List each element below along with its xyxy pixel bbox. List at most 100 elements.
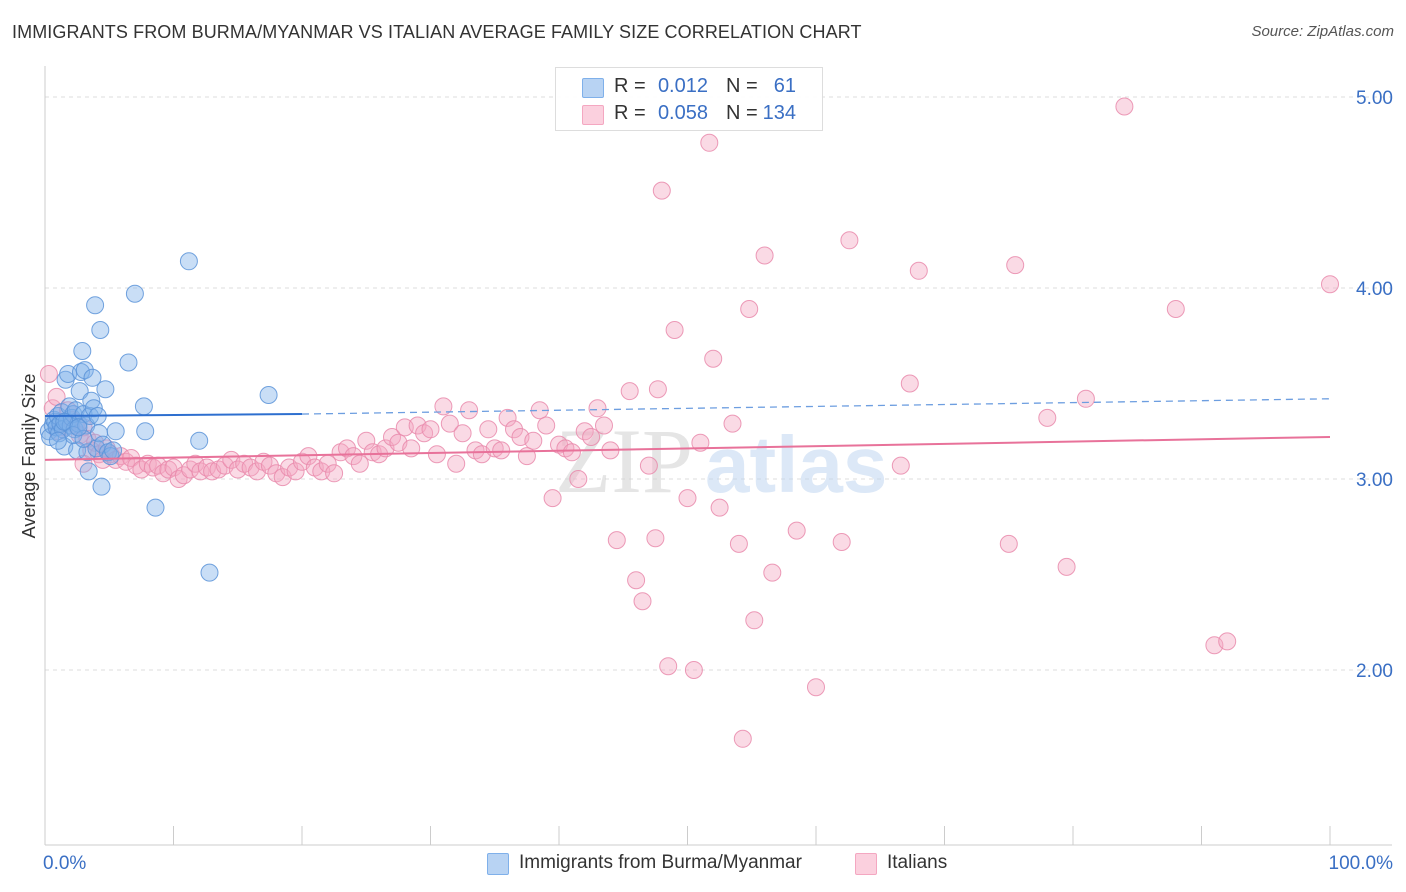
r-value: 0.058 (657, 102, 708, 124)
point-italians (627, 571, 646, 590)
point-italians (260, 456, 279, 475)
point-italians (338, 439, 356, 458)
point-burma (119, 353, 138, 372)
point-italians (633, 592, 652, 611)
point-burma (75, 361, 94, 380)
point-italians (427, 445, 446, 464)
legend-row-burma: R = 0.012 N = 61 (556, 75, 822, 101)
trend-line-burma-extension (301, 398, 1331, 415)
point-italians (665, 321, 684, 339)
point-burma (179, 252, 198, 271)
point-italians (1057, 557, 1076, 576)
point-burma (74, 429, 93, 448)
point-italians (807, 678, 825, 697)
point-italians (344, 447, 363, 466)
point-burma (200, 563, 219, 582)
point-burma (79, 462, 98, 481)
trend-lines (44, 398, 1331, 461)
point-italians (607, 531, 626, 550)
point-italians (723, 414, 742, 433)
point-italians (479, 420, 498, 439)
point-italians (447, 454, 466, 473)
point-italians (39, 365, 58, 383)
point-italians (684, 661, 703, 679)
legend-label-burma: Immigrants from Burma/Myanmar (519, 852, 802, 873)
legend-item-burma: Immigrants from Burma/Myanmar (487, 851, 847, 877)
point-italians (1006, 256, 1025, 275)
gridlines (45, 96, 1392, 671)
point-burma (104, 441, 123, 460)
point-italians (1218, 632, 1237, 651)
y-axis-label: Average Family Size (19, 374, 39, 539)
point-italians (745, 611, 764, 630)
n-value: 61 (773, 75, 796, 97)
legend-row-italians: R = 0.058 N = 134 (556, 102, 822, 128)
point-italians (1076, 389, 1095, 408)
point-italians (710, 498, 729, 517)
trend-line-burma (44, 413, 303, 417)
point-italians (537, 416, 556, 435)
point-italians (755, 246, 774, 265)
point-burma (48, 431, 67, 450)
legend-item-italians: Italians (855, 851, 975, 877)
chart-title: IMMIGRANTS FROM BURMA/MYANMAR VS ITALIAN… (12, 22, 862, 42)
point-italians (646, 529, 665, 548)
point-italians (562, 443, 581, 462)
y-tick-label: 3.00 (1356, 470, 1393, 491)
point-italians (357, 431, 376, 450)
point-burma (70, 382, 89, 401)
point-italians (704, 349, 723, 368)
legend-label-italians: Italians (887, 852, 948, 873)
point-burma (96, 380, 115, 399)
point-burma (259, 386, 278, 404)
point-italians (729, 534, 748, 553)
watermark-zip: ZIP (555, 410, 693, 512)
point-burma (136, 422, 155, 441)
y-tick-label: 5.00 (1356, 88, 1393, 109)
point-italians (787, 521, 806, 540)
x-tick-label-right: 100.0% (1329, 853, 1394, 874)
point-italians (524, 431, 543, 450)
point-italians (492, 441, 511, 460)
point-italians (733, 729, 752, 748)
point-burma (106, 422, 125, 441)
point-italians (691, 433, 710, 452)
point-burma (73, 342, 92, 360)
point-burma (91, 321, 110, 339)
axes (44, 66, 1392, 846)
point-burma (82, 391, 101, 410)
point-italians (421, 420, 440, 439)
point-italians (678, 489, 697, 508)
point-burma (125, 284, 144, 303)
point-italians (569, 470, 588, 488)
point-italians (1166, 300, 1185, 318)
point-italians (900, 374, 919, 393)
n-value: 134 (762, 102, 796, 124)
point-italians (909, 261, 928, 280)
point-italians (505, 420, 523, 439)
point-italians (595, 416, 613, 435)
point-italians (1321, 275, 1339, 294)
r-value: 0.012 (657, 75, 708, 97)
point-burma (146, 498, 165, 517)
legend-swatch-italians (582, 105, 604, 125)
point-italians (498, 408, 517, 427)
point-burma (55, 412, 74, 431)
point-italians (700, 133, 719, 152)
source-label: Source: ZipAtlas.com (1251, 23, 1394, 40)
point-burma (86, 296, 105, 315)
point-burma (92, 477, 111, 496)
point-burma (83, 368, 102, 387)
legend-swatch-italians (855, 853, 877, 875)
watermark-atlas: atlas (705, 420, 887, 509)
point-italians (1038, 408, 1057, 427)
point-italians (588, 399, 607, 418)
point-burma (74, 405, 93, 424)
point-italians (652, 181, 671, 200)
n-label: N = (726, 75, 758, 97)
point-italians (440, 414, 459, 433)
point-italians (517, 447, 536, 466)
point-italians (86, 433, 105, 452)
point-italians (453, 424, 472, 443)
trend-line-italians (44, 435, 1331, 461)
